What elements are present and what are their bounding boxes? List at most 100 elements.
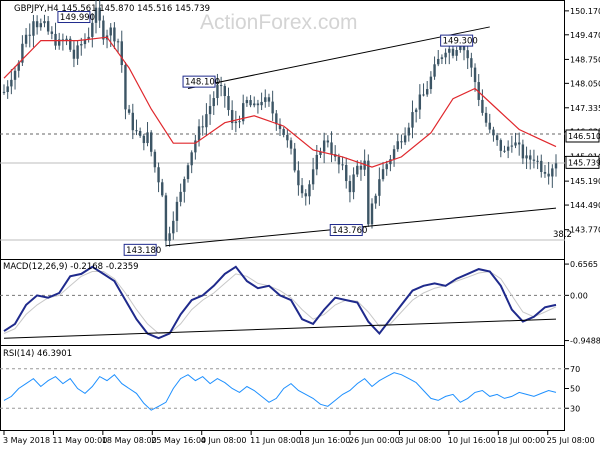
rsi-header: RSI(14) 46.3901 bbox=[3, 349, 72, 359]
rsi-tick-label: 70 bbox=[570, 365, 580, 374]
price-level-box bbox=[440, 34, 474, 47]
candle-body bbox=[46, 21, 50, 32]
candle-body bbox=[525, 155, 528, 159]
reference-level-text: 146.510 bbox=[568, 132, 600, 141]
candle-body bbox=[94, 7, 98, 23]
candle-body bbox=[87, 36, 90, 40]
candle-body bbox=[311, 169, 315, 185]
candle-body bbox=[238, 121, 241, 123]
candle-body bbox=[341, 164, 344, 166]
price-tick-label: 144.490 bbox=[570, 201, 600, 210]
candle-body bbox=[32, 21, 35, 36]
candle-body bbox=[289, 140, 293, 149]
candle-body bbox=[359, 165, 363, 170]
macd-tick-label: 0.00 bbox=[570, 291, 588, 300]
price-annotations: 149.990 148.100 143.180 143.760 149.300 bbox=[57, 11, 478, 256]
candle-body bbox=[459, 45, 462, 50]
candle-body bbox=[554, 163, 558, 169]
candle-body bbox=[470, 58, 473, 68]
candle-body bbox=[157, 167, 160, 183]
candle-body bbox=[28, 34, 31, 36]
candle-body bbox=[278, 124, 282, 130]
x-tick-label: 25 Jul 08:00 bbox=[547, 436, 595, 445]
candle-body bbox=[212, 98, 215, 107]
candle-body bbox=[411, 112, 414, 128]
candle-body bbox=[477, 82, 480, 100]
candle-body bbox=[326, 140, 330, 143]
price-level-label: 143.180 bbox=[126, 246, 161, 256]
candle-body bbox=[304, 193, 307, 197]
price-level-label: 149.990 bbox=[60, 13, 95, 23]
x-tick-label: 26 Jun 00:00 bbox=[349, 436, 400, 445]
price-tick-label: 147.335 bbox=[570, 104, 600, 113]
candle-body bbox=[120, 41, 123, 66]
candle-body bbox=[481, 99, 484, 113]
candle-body bbox=[529, 155, 532, 160]
candle-body bbox=[495, 135, 499, 141]
candle-body bbox=[300, 185, 304, 194]
candle-body bbox=[543, 171, 547, 174]
candle-body bbox=[370, 203, 374, 225]
candle-body bbox=[216, 85, 219, 99]
candle-body bbox=[54, 33, 57, 46]
candle-body bbox=[444, 52, 447, 58]
candle-body bbox=[429, 76, 433, 90]
candle-body bbox=[17, 62, 20, 71]
candle-body bbox=[116, 41, 120, 43]
watermark: ActionForex.com bbox=[200, 11, 358, 34]
x-tick-label: 18 Jul 00:00 bbox=[497, 436, 545, 445]
candle-body bbox=[514, 142, 517, 146]
rsi-tick-label: 30 bbox=[570, 404, 580, 413]
fib-level-text: 38.2 bbox=[553, 230, 572, 240]
candle-body bbox=[186, 165, 190, 180]
candle-body bbox=[492, 129, 495, 136]
candle-body bbox=[256, 103, 260, 106]
candle-body bbox=[260, 101, 263, 106]
candle-body bbox=[473, 67, 477, 83]
candle-body bbox=[183, 179, 186, 192]
candle-body bbox=[547, 173, 550, 177]
candle-body bbox=[65, 38, 68, 42]
candle-body bbox=[168, 233, 171, 241]
candle-body bbox=[253, 103, 256, 106]
candle-body bbox=[503, 150, 506, 152]
rsi-panel-frame bbox=[0, 345, 565, 431]
candle-body bbox=[297, 170, 300, 186]
candle-body bbox=[35, 21, 39, 28]
price-tick-label: 148.050 bbox=[570, 79, 600, 88]
candle-body bbox=[197, 126, 201, 141]
price-tick-label: 143.770 bbox=[570, 226, 600, 235]
candle-body bbox=[24, 34, 28, 44]
candle-body bbox=[194, 140, 197, 153]
candle-body bbox=[536, 160, 539, 162]
candle-body bbox=[230, 110, 234, 124]
price-y-axis: 150.170149.470148.750148.050147.335146.6… bbox=[565, 7, 600, 235]
candle-body bbox=[172, 220, 175, 234]
candle-body bbox=[385, 164, 388, 170]
candle-body bbox=[127, 109, 131, 113]
candle-body bbox=[337, 156, 341, 165]
candle-body bbox=[6, 86, 9, 93]
x-tick-label: 18 May 08:00 bbox=[102, 436, 157, 445]
last-price-marker bbox=[565, 155, 600, 169]
candle-body bbox=[367, 160, 370, 225]
candle-body bbox=[451, 48, 455, 56]
candle-body bbox=[227, 96, 230, 111]
price-header: GBPJPY,H4 145.561 145.870 145.516 145.73… bbox=[14, 4, 210, 14]
price-tick-label: 149.470 bbox=[570, 31, 600, 40]
candle-body bbox=[396, 141, 399, 150]
candle-body bbox=[378, 179, 381, 196]
candle-body bbox=[13, 70, 17, 80]
x-tick-label: 3 May 2018 bbox=[3, 436, 50, 445]
candle-body bbox=[234, 121, 238, 124]
candle-body bbox=[462, 45, 466, 51]
candle-body bbox=[267, 97, 271, 102]
macd-group bbox=[0, 265, 565, 340]
candle-body bbox=[403, 135, 407, 143]
candle-body bbox=[308, 184, 311, 197]
rsi-group bbox=[0, 368, 565, 411]
price-level-box bbox=[182, 75, 216, 88]
x-tick-label: 4 Jun 08:00 bbox=[201, 436, 247, 445]
